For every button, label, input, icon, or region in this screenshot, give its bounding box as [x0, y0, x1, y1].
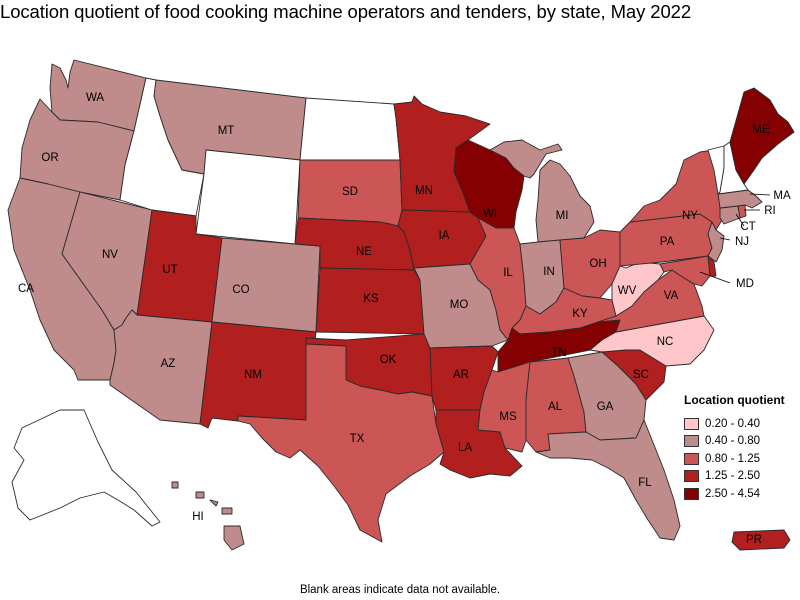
legend-swatch [684, 435, 699, 448]
state-de[interactable] [707, 255, 717, 277]
legend-label: 0.20 - 0.40 [705, 417, 760, 430]
state-nj[interactable] [707, 221, 725, 263]
state-label-ga: GA [597, 401, 614, 413]
nj-leader-line [719, 237, 731, 241]
state-label-sc: SC [633, 369, 649, 381]
state-label-wi: WI [483, 208, 497, 220]
state-label-oh: OH [589, 258, 606, 270]
state-label-nv: NV [102, 249, 118, 261]
state-label-pr: PR [746, 534, 762, 546]
state-label-az: AZ [161, 358, 176, 370]
state-label-nm: NM [244, 369, 262, 381]
state-ma[interactable] [717, 189, 763, 209]
legend-item: 0.40 - 0.80 [684, 433, 800, 451]
legend-swatch [684, 452, 699, 465]
state-label-la: LA [458, 442, 472, 454]
state-label-il: IL [503, 267, 513, 279]
state-label-al: AL [548, 401, 563, 413]
state-label-ut: UT [162, 264, 177, 276]
legend-title: Location quotient [684, 393, 785, 407]
state-hi[interactable] [171, 481, 245, 551]
state-label-ny: NY [682, 210, 698, 222]
state-label-ri: RI [764, 205, 776, 217]
state-label-ia: IA [439, 230, 450, 242]
map-title: Location quotient of food cooking machin… [0, 1, 692, 22]
state-me[interactable] [729, 87, 795, 185]
state-label-mi: MI [556, 210, 569, 222]
state-label-ar: AR [453, 369, 469, 381]
legend-label: 2.50 - 4.54 [705, 487, 760, 500]
legend-swatch [684, 470, 699, 483]
state-label-nj: NJ [735, 236, 749, 248]
ct-leader-line [735, 213, 745, 227]
state-label-ok: OK [380, 354, 397, 366]
state-label-ma: MA [773, 190, 791, 202]
state-label-hi: HI [192, 511, 204, 523]
legend-label: 1.25 - 2.50 [705, 470, 760, 483]
state-nd[interactable] [299, 97, 401, 161]
state-label-wv: WV [618, 285, 637, 297]
state-label-sd: SD [342, 186, 358, 198]
state-label-ct: CT [740, 221, 755, 233]
state-label-or: OR [41, 152, 58, 164]
state-label-me: ME [752, 124, 770, 136]
state-label-mo: MO [450, 299, 469, 311]
footnote: Blank areas indicate data not available. [299, 584, 501, 596]
state-label-ca: CA [18, 283, 34, 295]
legend-item: 0.20 - 0.40 [684, 415, 800, 433]
state-ms[interactable] [477, 361, 531, 453]
state-label-wa: WA [86, 92, 104, 104]
legend-label: 0.80 - 1.25 [705, 452, 760, 465]
legend-item: 2.50 - 4.54 [684, 485, 800, 503]
md-leader-line [699, 271, 731, 284]
legend-label: 0.40 - 0.80 [705, 435, 760, 448]
state-label-pa: PA [660, 236, 675, 248]
state-label-fl: FL [638, 477, 652, 489]
state-label-ky: KY [572, 308, 588, 320]
state-fl[interactable] [535, 419, 681, 541]
state-co[interactable] [211, 237, 321, 333]
legend: Location quotient 0.20 - 0.40 0.40 - 0.80… [684, 393, 800, 503]
state-wv[interactable] [611, 261, 665, 317]
ma-leader-line [749, 193, 771, 196]
state-wy[interactable] [195, 149, 301, 245]
state-label-co: CO [232, 284, 249, 296]
legend-swatch [684, 487, 699, 500]
state-label-tn: TN [551, 347, 566, 359]
legend-swatch [684, 417, 699, 430]
state-ak[interactable] [11, 409, 161, 527]
state-label-mt: MT [218, 125, 235, 137]
legend-item: 0.80 - 1.25 [684, 450, 800, 468]
state-label-md: MD [736, 278, 754, 290]
state-tx[interactable] [237, 343, 445, 543]
state-label-ms: MS [499, 411, 517, 423]
state-label-in: IN [543, 266, 555, 278]
state-label-mn: MN [415, 185, 433, 197]
state-mi[interactable] [489, 139, 595, 243]
state-label-va: VA [664, 290, 679, 302]
state-label-tx: TX [350, 433, 365, 445]
legend-item: 1.25 - 2.50 [684, 468, 800, 486]
state-label-ks: KS [363, 293, 379, 305]
state-label-ne: NE [356, 246, 372, 258]
state-label-nc: NC [657, 336, 674, 348]
state-pr[interactable] [731, 529, 791, 551]
